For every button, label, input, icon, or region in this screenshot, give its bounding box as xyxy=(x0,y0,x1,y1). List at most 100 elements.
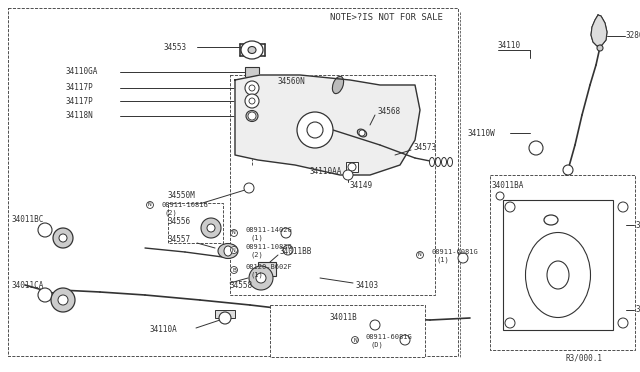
Text: 08911-1402G: 08911-1402G xyxy=(245,227,292,233)
Text: 08911-1081G: 08911-1081G xyxy=(161,202,208,208)
Text: 34558: 34558 xyxy=(230,282,253,291)
Text: N: N xyxy=(232,231,236,235)
Text: (2): (2) xyxy=(165,210,178,216)
Text: 34573: 34573 xyxy=(413,144,436,153)
Ellipse shape xyxy=(332,76,344,94)
Circle shape xyxy=(283,245,293,255)
Bar xyxy=(270,305,425,357)
Circle shape xyxy=(359,130,365,136)
Circle shape xyxy=(370,320,380,330)
Text: 34110AA: 34110AA xyxy=(310,167,342,176)
Text: 08911-1082G: 08911-1082G xyxy=(245,244,292,250)
Ellipse shape xyxy=(248,46,256,54)
Text: NOTE>?IS NOT FOR SALE: NOTE>?IS NOT FOR SALE xyxy=(330,13,443,22)
Text: 34556: 34556 xyxy=(168,218,191,227)
Text: (2): (2) xyxy=(250,252,263,258)
Circle shape xyxy=(244,183,254,193)
Circle shape xyxy=(201,218,221,238)
Circle shape xyxy=(245,81,259,95)
Circle shape xyxy=(249,85,255,91)
Text: 08120-B602F: 08120-B602F xyxy=(245,264,292,270)
Text: 34011BC: 34011BC xyxy=(12,215,44,224)
Ellipse shape xyxy=(246,110,258,122)
Text: 34118N: 34118N xyxy=(65,112,93,121)
Text: 34918Y: 34918Y xyxy=(635,221,640,230)
Ellipse shape xyxy=(442,157,447,167)
Circle shape xyxy=(58,295,68,305)
Circle shape xyxy=(400,335,410,345)
Bar xyxy=(258,262,276,276)
Text: 34110: 34110 xyxy=(498,42,521,51)
Text: N: N xyxy=(418,253,422,257)
Text: 34011CA: 34011CA xyxy=(12,280,44,289)
Text: 34110GA: 34110GA xyxy=(65,67,97,77)
Bar xyxy=(230,75,435,295)
Circle shape xyxy=(563,165,573,175)
Ellipse shape xyxy=(357,129,367,137)
Polygon shape xyxy=(235,75,420,175)
Circle shape xyxy=(618,318,628,328)
Text: R3/000.1: R3/000.1 xyxy=(565,353,602,362)
Text: B: B xyxy=(232,267,236,273)
Circle shape xyxy=(542,244,554,256)
Text: 34550M: 34550M xyxy=(168,190,196,199)
Text: 34011B: 34011B xyxy=(330,314,358,323)
Ellipse shape xyxy=(224,246,232,256)
Ellipse shape xyxy=(447,157,452,167)
Circle shape xyxy=(245,94,259,108)
Circle shape xyxy=(59,234,67,242)
Circle shape xyxy=(256,273,266,283)
Circle shape xyxy=(597,45,603,51)
Text: 34560N: 34560N xyxy=(278,77,306,87)
Circle shape xyxy=(458,253,468,263)
Circle shape xyxy=(281,228,291,238)
Text: N: N xyxy=(148,202,152,208)
Text: 34110W: 34110W xyxy=(468,128,496,138)
Bar xyxy=(346,162,358,172)
Text: (1): (1) xyxy=(250,235,263,241)
Text: 08911-6081G: 08911-6081G xyxy=(366,334,413,340)
Bar xyxy=(503,200,613,330)
Ellipse shape xyxy=(547,261,569,289)
Circle shape xyxy=(248,112,256,120)
Text: 34117P: 34117P xyxy=(65,96,93,106)
Text: 08911-6081G: 08911-6081G xyxy=(431,249,477,255)
Ellipse shape xyxy=(435,157,440,167)
Text: 34149: 34149 xyxy=(349,180,372,189)
Text: 32865: 32865 xyxy=(626,32,640,41)
Polygon shape xyxy=(591,15,607,46)
Text: 34110A: 34110A xyxy=(150,326,178,334)
Text: (D): (D) xyxy=(371,342,384,348)
Text: N: N xyxy=(232,247,236,253)
Circle shape xyxy=(618,202,628,212)
Circle shape xyxy=(307,122,323,138)
Text: N: N xyxy=(353,337,357,343)
Text: 34565M: 34565M xyxy=(635,305,640,314)
Circle shape xyxy=(529,141,543,155)
Circle shape xyxy=(51,288,75,312)
Circle shape xyxy=(38,223,52,237)
Text: 34011BA: 34011BA xyxy=(492,180,524,189)
Circle shape xyxy=(249,98,255,104)
Text: (1): (1) xyxy=(436,257,449,263)
Ellipse shape xyxy=(525,232,591,317)
Bar xyxy=(168,203,223,243)
Circle shape xyxy=(505,318,515,328)
Ellipse shape xyxy=(544,215,558,225)
Ellipse shape xyxy=(241,41,263,59)
Circle shape xyxy=(219,312,231,324)
Bar xyxy=(215,310,235,318)
Circle shape xyxy=(496,192,504,200)
Text: (1): (1) xyxy=(250,272,263,278)
Circle shape xyxy=(207,224,215,232)
Circle shape xyxy=(297,112,333,148)
Circle shape xyxy=(505,202,515,212)
Circle shape xyxy=(343,170,353,180)
Circle shape xyxy=(348,163,356,171)
Text: 34557: 34557 xyxy=(168,235,191,244)
Text: 34103: 34103 xyxy=(355,282,378,291)
Bar xyxy=(490,175,635,350)
Text: 34553: 34553 xyxy=(163,42,186,51)
Ellipse shape xyxy=(218,244,238,259)
Bar xyxy=(8,8,458,356)
